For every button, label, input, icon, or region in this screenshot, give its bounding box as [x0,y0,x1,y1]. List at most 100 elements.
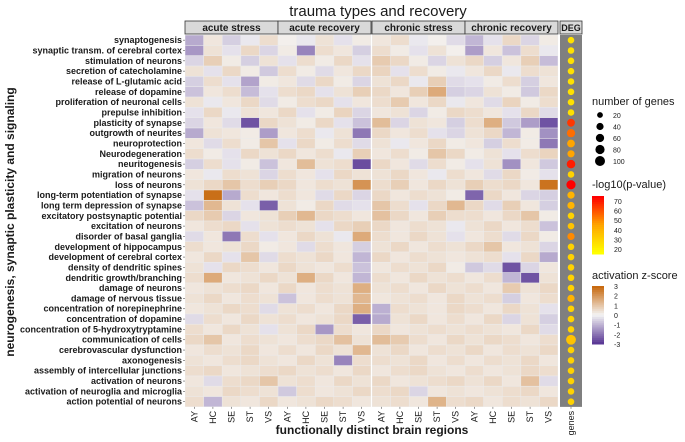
heatmap-cell [390,97,409,108]
legend-p-swatch [592,234,604,238]
row-label: synaptogenesis [114,35,182,45]
heatmap-cell [259,200,278,211]
legend-z-swatch [592,318,604,322]
heatmap-cell [372,97,391,108]
heatmap-cell [502,128,521,138]
heatmap-cell [428,200,447,211]
heatmap-cell [483,345,502,355]
legend-p-swatch [592,225,604,228]
heatmap-cell [446,35,465,46]
heatmap-cell [278,345,297,355]
heatmap-cell [446,345,465,355]
heatmap-cell [334,324,353,335]
heatmap-cell [372,293,391,304]
heatmap-cell [390,45,409,56]
x-axis-label: functionally distinct brain regions [276,423,469,437]
deg-dot [567,57,575,65]
legend-z-swatch [592,342,604,345]
legend-p-swatch [592,232,604,236]
heatmap-cell [259,334,278,345]
heatmap-cell [483,324,502,335]
heatmap-cell [465,179,484,190]
deg-dot [567,377,575,385]
legend-p-tick: 60 [614,209,622,216]
heatmap-cell [409,159,428,169]
heatmap-cell [222,179,241,190]
heatmap-cell [521,210,540,221]
heatmap-cell [278,107,297,118]
heatmap-cell [409,76,428,87]
heatmap-cell [241,365,260,376]
heatmap-cell [296,169,315,180]
heatmap-cell [446,159,465,169]
heatmap-cell [428,241,447,252]
heatmap-cell [352,283,371,293]
heatmap-cell [203,148,222,159]
heatmap-cell [296,159,315,169]
heatmap-cell [539,66,558,77]
heatmap-cell [185,365,204,376]
heatmap-cell [241,169,260,180]
deg-dot [567,264,575,271]
heatmap-cell [185,159,204,169]
legend-size-label: 80 [613,148,621,155]
heatmap-cell [390,200,409,211]
heatmap-cell [483,221,502,231]
row-label: migration of neurons [92,169,182,179]
heatmap-cell [390,169,409,180]
heatmap-cell [483,283,502,293]
legend-p-swatch [592,205,604,209]
heatmap-cell [502,314,521,324]
heatmap-cell [539,314,558,324]
heatmap-cell [222,241,241,252]
heatmap-cell [372,324,391,335]
heatmap-cell [465,365,484,376]
legend-p-swatch [592,219,604,222]
heatmap-cell [446,221,465,231]
legend-z-swatch [592,313,604,316]
heatmap-cell [409,128,428,138]
heatmap-cell [203,117,222,128]
heatmap-cell [446,190,465,200]
panel-background [372,35,465,407]
heatmap-cell [465,293,484,304]
heatmap-cell [390,345,409,355]
heatmap-cell [203,159,222,169]
heatmap-cell [446,179,465,190]
heatmap-cell [483,231,502,242]
heatmap-cell [334,45,353,56]
heatmap-cell [446,210,465,221]
heatmap-cell [259,293,278,304]
heatmap-cell [483,210,502,221]
heatmap-cell [521,128,540,138]
heatmap-cell [372,148,391,159]
deg-dot [567,150,575,158]
heatmap-cell [241,221,260,231]
row-label: stimulation of neurons [85,56,182,66]
heatmap-cell [278,179,297,190]
heatmap-cell [465,396,484,407]
heatmap-cell [372,376,391,386]
heatmap-cell [185,262,204,273]
y-axis-label: neurogenesis, synaptic plasticity and si… [3,87,17,356]
heatmap-cell [278,169,297,180]
deg-dot [567,315,575,323]
heatmap-cell [446,324,465,335]
heatmap-cell [465,314,484,324]
heatmap-cell [259,324,278,335]
heatmap-cell [259,210,278,221]
heatmap-cell [521,138,540,149]
legend-z-title: activation z-score [592,270,678,282]
heatmap-cell [372,107,391,118]
heatmap-cell [334,334,353,345]
heatmap-cell [521,159,540,169]
heatmap-cell [241,159,260,169]
heatmap-cell [390,55,409,66]
row-label: communication of cells [82,335,182,345]
heatmap-cell [241,334,260,345]
heatmap-cell [334,345,353,355]
heatmap-cell [352,128,371,138]
heatmap-cell [296,262,315,273]
legend-p-swatch [592,252,604,255]
legend-p-tick: 40 [614,228,622,235]
